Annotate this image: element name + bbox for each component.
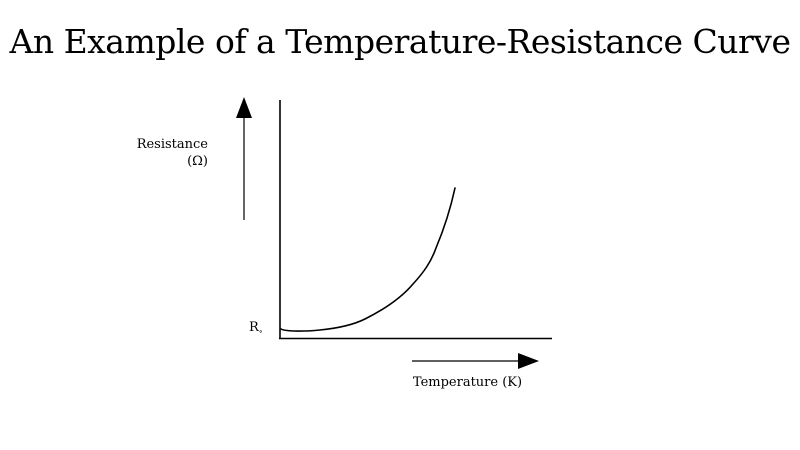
x-direction-arrow-head <box>518 353 539 369</box>
r0-label: R∘ <box>249 320 263 336</box>
x-axis-label: Temperature (K) <box>412 375 523 390</box>
y-axis-label: Resistance (Ω) <box>110 136 208 170</box>
r0-label-main: R <box>249 320 259 335</box>
r0-label-subscript: ∘ <box>258 327 263 336</box>
diagram-title: An Example of a Temperature-Resistance C… <box>9 22 791 61</box>
resistance-curve <box>280 187 456 332</box>
y-axis-label-unit: (Ω) <box>187 154 208 169</box>
y-direction-arrow-head <box>236 97 252 118</box>
y-axis-label-quantity: Resistance <box>136 137 208 152</box>
